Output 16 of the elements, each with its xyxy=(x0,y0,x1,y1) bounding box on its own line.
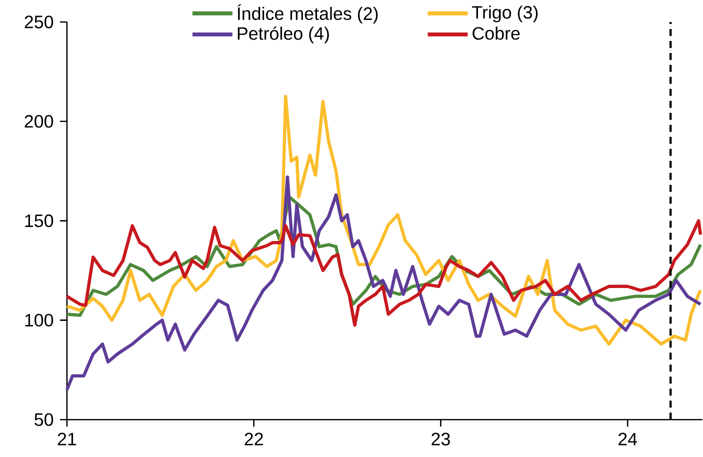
x-tick-label: 22 xyxy=(244,432,263,446)
y-tick-label: 200 xyxy=(24,115,54,128)
legend-label: Cobre xyxy=(472,26,520,40)
legend-label: Trigo (3) xyxy=(472,6,538,22)
y-tick-label: 50 xyxy=(34,413,54,426)
line-series xyxy=(65,219,702,327)
legend-label: Petróleo (4) xyxy=(238,26,329,44)
y-tick-label: 250 xyxy=(24,16,54,29)
x-tick-label: 24 xyxy=(618,432,638,446)
x-tick-label: 21 xyxy=(58,432,76,446)
line-series xyxy=(65,176,702,392)
line-series xyxy=(65,95,702,346)
legend-label: Índice metales (2) xyxy=(238,4,378,24)
y-tick-label: 150 xyxy=(25,214,54,228)
y-tick-label: 100 xyxy=(25,314,54,327)
x-tick-label: 23 xyxy=(432,432,450,446)
